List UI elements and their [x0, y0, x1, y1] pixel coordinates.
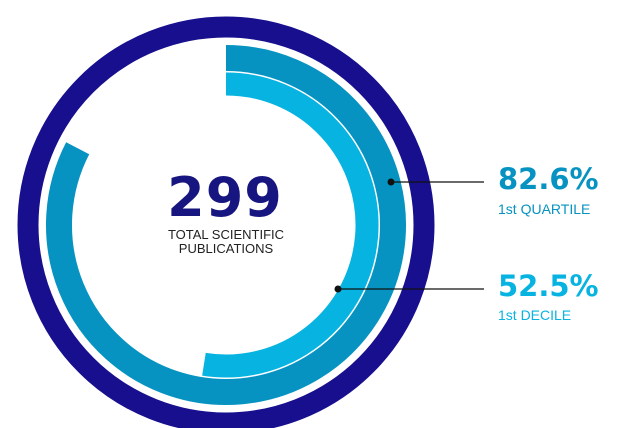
quartile-percent: 82.6%	[498, 162, 599, 196]
quartile-arc	[46, 45, 406, 405]
decile-leader-dot	[334, 285, 342, 293]
leader-lines	[334, 178, 484, 293]
rings-layer	[17, 16, 435, 428]
center-label-line-1: TOTAL SCIENTIFIC	[167, 227, 285, 242]
center-label-line-2: PUBLICATIONS	[178, 241, 274, 256]
total-publications-value: 299	[167, 166, 283, 229]
outer-ring	[17, 16, 435, 428]
decile-percent: 52.5%	[498, 269, 599, 303]
quartile-label: 1st QUARTILE	[498, 201, 591, 217]
quartile-leader-dot	[387, 178, 395, 186]
total-publications-label: TOTAL SCIENTIFIC PUBLICATIONS	[140, 228, 312, 256]
decile-arc	[202, 72, 379, 378]
decile-label: 1st DECILE	[498, 307, 572, 323]
